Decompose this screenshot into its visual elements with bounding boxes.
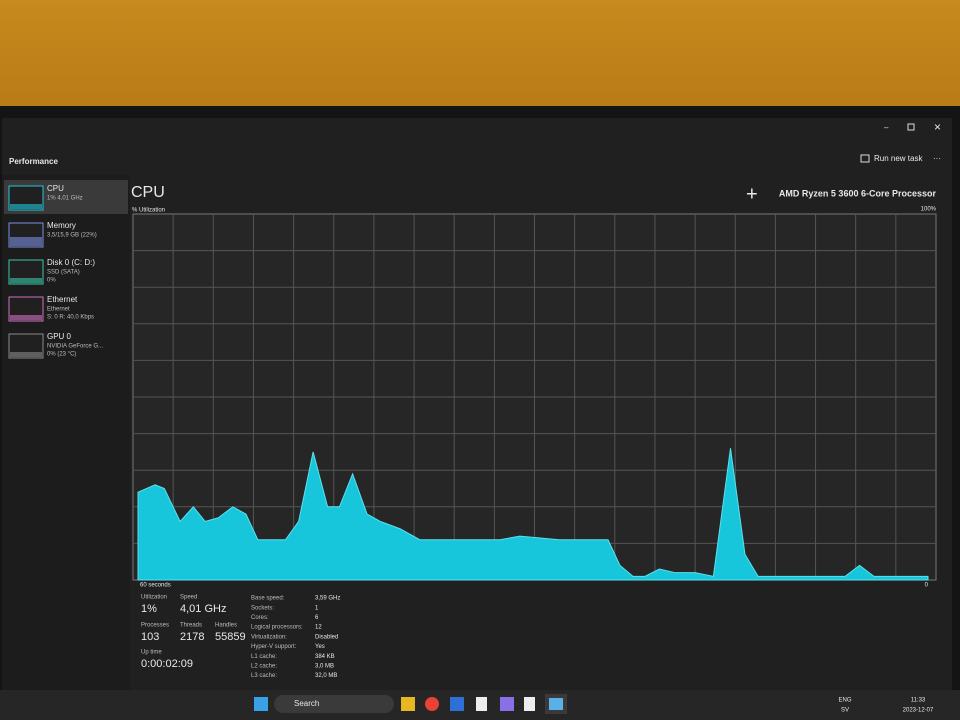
cpu-area — [137, 448, 929, 581]
sidebar-thumb-fill — [10, 352, 42, 357]
sidebar-detail: Ethernet — [47, 307, 70, 313]
app-icon[interactable] — [450, 697, 464, 711]
spec-value: 384 KB — [315, 654, 335, 660]
spec-value: 6 — [315, 615, 319, 621]
sidebar-detail: 3,5/15,9 GB (22%) — [47, 233, 97, 239]
stat-value: 55859 — [215, 631, 246, 643]
layout[interactable]: SV — [841, 708, 849, 714]
x-axis-label: 60 seconds — [140, 583, 171, 589]
spec-label: L2 cache: — [251, 663, 277, 669]
clock-date[interactable]: 2023-12-07 — [903, 708, 934, 714]
y-min-label: 0 — [925, 583, 929, 589]
file-icon[interactable] — [524, 697, 535, 711]
stat-value: 0:00:02:09 — [141, 658, 193, 670]
stat-value: 1% — [141, 603, 157, 615]
start-button[interactable] — [254, 697, 268, 711]
sidebar-thumb-fill — [10, 278, 42, 283]
stat-label: Handles — [215, 623, 237, 629]
sidebar-thumb-fill — [10, 315, 42, 320]
app-icon[interactable] — [500, 697, 514, 711]
sidebar — [2, 175, 130, 690]
sidebar-detail: NVIDIA GeForce G... — [47, 344, 103, 350]
add-button[interactable]: + — [746, 183, 758, 205]
stat-label: Up time — [141, 650, 162, 656]
sidebar-name: Ethernet — [47, 295, 78, 304]
processor: AMD Ryzen 5 3600 6-Core Processor — [779, 188, 937, 198]
subtitle: % Utilization — [132, 208, 165, 214]
sidebar-name: CPU — [47, 184, 64, 193]
sidebar-thumb-fill — [10, 237, 42, 246]
main-title: CPU — [131, 184, 165, 201]
minimize[interactable]: – — [884, 123, 889, 132]
spec-label: Base speed: — [251, 596, 285, 602]
spec-label: Logical processors: — [251, 625, 303, 631]
stat-value: 103 — [141, 631, 159, 643]
stat-label: Processes — [141, 623, 169, 629]
sidebar-name: Memory — [47, 221, 76, 230]
stat-value: 2178 — [180, 631, 204, 643]
y-max-label: 100% — [921, 207, 937, 213]
spec-label: L1 cache: — [251, 654, 277, 660]
spec-label: Cores: — [251, 615, 269, 621]
run-icon — [860, 154, 870, 163]
stat-label: Speed — [180, 595, 197, 601]
sidebar-detail: 0% — [47, 278, 56, 284]
run-new-task[interactable]: Run new task — [874, 154, 923, 163]
sidebar-name: GPU 0 — [47, 332, 72, 341]
sidebar-thumb-fill — [10, 204, 42, 209]
wall — [0, 0, 960, 115]
sidebar-detail: SSD (SATA) — [47, 270, 80, 276]
file-icon[interactable] — [476, 697, 487, 711]
spec-value: 12 — [315, 625, 322, 631]
taskmgr-icon[interactable] — [549, 698, 563, 710]
spec-value: 32,0 MB — [315, 673, 337, 679]
stat-label: Utilization — [141, 595, 167, 601]
search-text[interactable]: Search — [294, 699, 319, 708]
more-button[interactable]: ··· — [933, 154, 941, 163]
search-box[interactable] — [274, 695, 394, 713]
spec-value: 3,59 GHz — [315, 596, 340, 602]
spec-value: Disabled — [315, 634, 338, 640]
spec-label: Sockets: — [251, 605, 274, 611]
spec-value: 3,0 MB — [315, 663, 334, 669]
stat-label: Threads — [180, 623, 202, 629]
spec-label: Hyper-V support: — [251, 644, 297, 650]
clock-time[interactable]: 11:33 — [911, 698, 926, 704]
stat-value: 4,01 GHz — [180, 603, 226, 615]
explorer-icon[interactable] — [401, 697, 415, 711]
close[interactable]: × — [934, 120, 941, 134]
maximize[interactable] — [907, 123, 915, 131]
chrome-icon[interactable] — [425, 697, 439, 711]
spec-value: Yes — [315, 644, 325, 650]
spec-label: L3 cache: — [251, 673, 277, 679]
lang[interactable]: ENG — [838, 698, 851, 704]
sidebar-detail: S: 0 R: 40,0 Kbps — [47, 315, 94, 321]
sidebar-detail: 0% (23 °C) — [47, 352, 76, 358]
sidebar-detail: 1% 4,01 GHz — [47, 196, 83, 202]
app-title: Performance — [9, 157, 58, 166]
spec-value: 1 — [315, 605, 319, 611]
sidebar-name: Disk 0 (C: D:) — [47, 258, 95, 267]
spec-label: Virtualization: — [251, 634, 287, 640]
